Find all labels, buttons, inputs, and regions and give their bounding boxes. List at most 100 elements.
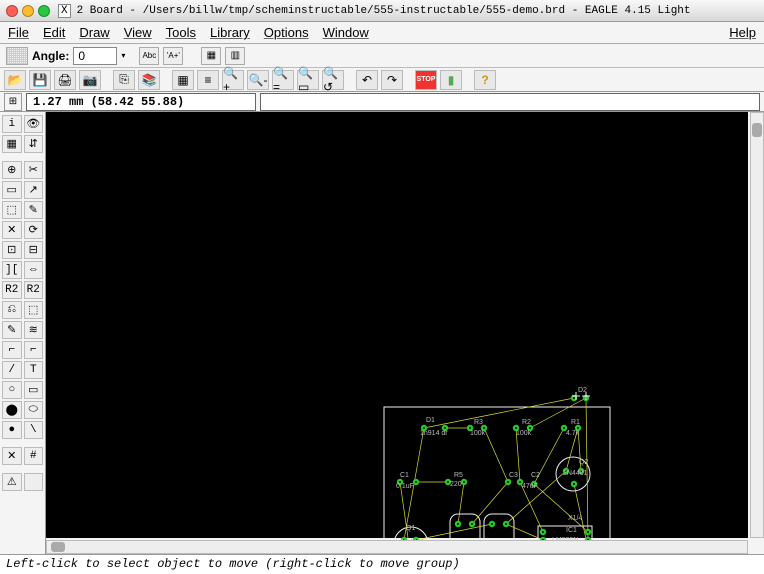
tool-btn[interactable]: ✎ [2, 321, 22, 339]
undo-btn[interactable]: ↶ [356, 70, 378, 90]
angle-drop-icon[interactable]: ▾ [121, 51, 125, 60]
zoomin-btn[interactable]: 🔍+ [222, 70, 244, 90]
go-btn[interactable]: ▮ [440, 70, 462, 90]
coord-row: ⊞ 1.27 mm (58.42 55.88) [0, 92, 764, 112]
tool-btn[interactable]: 👁 [24, 115, 44, 133]
tool-btn[interactable]: ⊡ [2, 241, 22, 259]
tool-btn[interactable] [24, 473, 44, 491]
zoomout-btn[interactable]: 🔍- [247, 70, 269, 90]
workarea: i👁▦⇵⊕✂▭↗⬚✎✕⟳⊡⊟][⇔R2R2⎌⬚✎≋⌐⌐/T○▭⬤⬭●\✕#⚠ D… [0, 112, 764, 554]
tool-btn[interactable]: ⟳ [24, 221, 44, 239]
tool-btn[interactable]: ↗ [24, 181, 44, 199]
tool-btn[interactable]: \ [24, 421, 44, 439]
menu-tools[interactable]: Tools [166, 25, 196, 40]
tool-btn[interactable]: ✂ [24, 161, 44, 179]
zoomfit-btn[interactable]: 🔍= [272, 70, 294, 90]
open-btn[interactable]: 📂 [4, 70, 26, 90]
tool-btn[interactable]: ⇔ [24, 261, 44, 279]
menu-options[interactable]: Options [264, 25, 309, 40]
menu-file[interactable]: File [8, 25, 29, 40]
tool-btn[interactable]: ⎌ [2, 301, 22, 319]
angle-input[interactable]: 0 [73, 47, 117, 65]
tool-btn[interactable]: ✕ [2, 221, 22, 239]
tool-btn[interactable]: ⬤ [2, 401, 22, 419]
tool-btn[interactable]: ✎ [24, 201, 44, 219]
svg-text:2N4401: 2N4401 [563, 470, 588, 477]
tool-btn[interactable]: ⚠ [2, 473, 22, 491]
tool-btn[interactable]: i [2, 115, 22, 133]
svg-text:0.1uF: 0.1uF [396, 483, 414, 490]
menu-view[interactable]: View [124, 25, 152, 40]
tool-btn[interactable]: ● [2, 421, 22, 439]
menubar: File Edit Draw View Tools Library Option… [0, 22, 764, 44]
coord-display: 1.27 mm (58.42 55.88) [26, 93, 256, 111]
svg-text:C3: C3 [509, 472, 518, 479]
svg-text:C1: C1 [400, 472, 409, 479]
min-btn[interactable] [22, 5, 34, 17]
tool-btn[interactable]: ⌐ [24, 341, 44, 359]
tool-btn[interactable]: T [24, 361, 44, 379]
hscrollbar[interactable] [46, 540, 748, 554]
svg-text:D1: D1 [426, 417, 435, 424]
svg-text:Q1: Q1 [406, 525, 415, 532]
layer-swatch[interactable] [6, 47, 28, 65]
svg-text:100k: 100k [516, 430, 532, 437]
svg-text:IC1: IC1 [566, 527, 577, 534]
grid-icon[interactable]: ⊞ [4, 93, 22, 111]
gridopt-b[interactable]: ▥ [225, 47, 245, 65]
tool-btn[interactable]: ▭ [24, 381, 44, 399]
menu-library[interactable]: Library [210, 25, 250, 40]
tool-btn[interactable]: ⬚ [2, 201, 22, 219]
menu-window[interactable]: Window [323, 25, 369, 40]
tool-btn[interactable]: ⊕ [2, 161, 22, 179]
zoom-btn[interactable] [38, 5, 50, 17]
canvas-wrap: D11n914 drR3100kR2100kR14.7kD2C10.1uFR52… [46, 112, 764, 554]
lib-btn[interactable]: 📚 [138, 70, 160, 90]
textopt-a[interactable]: Abc [139, 47, 159, 65]
menu-help[interactable]: Help [729, 25, 756, 40]
svg-text:X1/4: X1/4 [568, 515, 583, 522]
print-btn[interactable]: 🖨 [54, 70, 76, 90]
tool-btn[interactable]: ▭ [2, 181, 22, 199]
redo-btn[interactable]: ↷ [381, 70, 403, 90]
pcb-drawing: D11n914 drR3100kR2100kR14.7kD2C10.1uFR52… [46, 112, 764, 552]
tool-btn[interactable]: ▦ [2, 135, 22, 153]
svg-text:47uF: 47uF [522, 483, 538, 490]
menu-edit[interactable]: Edit [43, 25, 65, 40]
textopt-b[interactable]: 'A+' [163, 47, 183, 65]
tool-btn[interactable]: ≋ [24, 321, 44, 339]
window-title: 2 Board - /Users/billw/tmp/scheminstruct… [77, 5, 691, 17]
stop-btn[interactable]: STOP [415, 70, 437, 90]
svg-text:R3: R3 [474, 419, 483, 426]
svg-text:4.7k: 4.7k [566, 430, 580, 437]
zoomwin-btn[interactable]: 🔍▭ [297, 70, 319, 90]
canvas[interactable]: D11n914 drR3100kR2100kR14.7kD2C10.1uFR52… [46, 112, 748, 538]
tool-btn[interactable]: ⊟ [24, 241, 44, 259]
tool-btn[interactable]: / [2, 361, 22, 379]
vscrollbar[interactable] [750, 112, 764, 538]
tool-btn[interactable]: ○ [2, 381, 22, 399]
command-input[interactable] [260, 93, 760, 111]
tool-btn[interactable]: ⇵ [24, 135, 44, 153]
save-btn[interactable]: 💾 [29, 70, 51, 90]
svg-text:Q2: Q2 [579, 459, 588, 466]
tool-btn[interactable]: R2 [24, 281, 44, 299]
tool-btn[interactable]: # [24, 447, 44, 465]
tool-btn[interactable]: R2 [2, 281, 22, 299]
tool-palette: i👁▦⇵⊕✂▭↗⬚✎✕⟳⊡⊟][⇔R2R2⎌⬚✎≋⌐⌐/T○▭⬤⬭●\✕#⚠ [0, 112, 46, 554]
tool-btn[interactable]: ⌐ [2, 341, 22, 359]
tool-btn[interactable]: ⬚ [24, 301, 44, 319]
help-btn[interactable]: ? [474, 70, 496, 90]
close-btn[interactable] [6, 5, 18, 17]
cam-btn[interactable]: 📷 [79, 70, 101, 90]
sch-btn[interactable]: ▦ [172, 70, 194, 90]
tool-btn[interactable]: ✕ [2, 447, 22, 465]
svg-text:R1: R1 [571, 419, 580, 426]
zoomredo-btn[interactable]: 🔍↺ [322, 70, 344, 90]
gridopt-a[interactable]: ▦ [201, 47, 221, 65]
board-btn[interactable]: ⎘ [113, 70, 135, 90]
tool-btn[interactable]: ⬭ [24, 401, 44, 419]
scr-btn[interactable]: ≡ [197, 70, 219, 90]
menu-draw[interactable]: Draw [79, 25, 109, 40]
tool-btn[interactable]: ][ [2, 261, 22, 279]
